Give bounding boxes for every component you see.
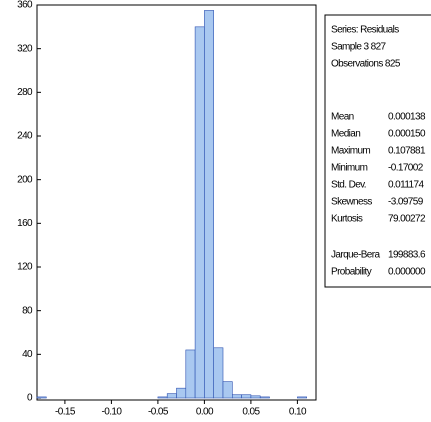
stats-panel — [324, 14, 431, 288]
stats-header: Observations 825 — [331, 59, 401, 70]
bar — [213, 347, 224, 399]
bar — [166, 393, 177, 399]
x-tick-label: 0.00 — [196, 407, 214, 418]
stat-label: Mean — [331, 112, 354, 123]
stat-label: Std. Dev. — [331, 180, 366, 191]
bar — [176, 387, 187, 399]
stats-header: Sample 3 827 — [331, 42, 387, 53]
bar — [232, 394, 242, 399]
y-tick-label: 40 — [22, 349, 33, 360]
stat-value: 0.107881 — [388, 146, 426, 157]
y-tick-label: 240 — [17, 131, 33, 142]
bar — [241, 394, 252, 399]
bar — [250, 395, 261, 399]
y-tick-label: 320 — [17, 43, 33, 54]
x-tick-label: -0.05 — [148, 407, 169, 418]
x-tick-label: 0.10 — [289, 407, 307, 418]
stat-label: Minimum — [331, 163, 368, 174]
stat-value: 0.011174 — [388, 180, 424, 191]
y-tick-label: 200 — [17, 174, 33, 185]
y-tick-label: 280 — [17, 87, 33, 98]
stat-value: 0.000138 — [388, 112, 426, 123]
bar — [297, 396, 307, 399]
y-tick-label: 80 — [22, 305, 33, 316]
stat-label: Skewness — [331, 197, 372, 208]
y-tick-label: 120 — [17, 262, 33, 273]
x-tick-label: -0.10 — [102, 407, 123, 418]
bar — [157, 396, 168, 399]
stats-header: Series: Residuals — [331, 25, 399, 36]
bar — [36, 396, 47, 399]
stat-value: -0.17002 — [388, 163, 424, 174]
y-tick-label: 160 — [17, 218, 33, 229]
stat-label: Kurtosis — [331, 214, 363, 225]
test-label: Jarque-Bera — [331, 250, 380, 261]
x-tick-label: 0.05 — [242, 407, 260, 418]
x-tick-label: -0.15 — [55, 407, 76, 418]
y-tick-label: 0 — [27, 393, 33, 404]
stat-value: 0.000150 — [388, 129, 426, 140]
plot-frame — [36, 4, 317, 401]
stat-value: -3.09759 — [388, 197, 424, 208]
test-value: 0.000000 — [388, 267, 426, 278]
test-value: 199883.6 — [388, 250, 426, 261]
bar — [185, 349, 196, 399]
test-label: Probability — [331, 267, 372, 278]
bar — [259, 396, 270, 399]
bar — [194, 26, 205, 399]
stat-label: Maximum — [331, 146, 370, 157]
bar — [222, 381, 233, 399]
stat-label: Median — [331, 129, 360, 140]
bar — [204, 10, 214, 399]
y-tick-label: 360 — [17, 0, 33, 11]
stat-value: 79.00272 — [388, 214, 426, 225]
